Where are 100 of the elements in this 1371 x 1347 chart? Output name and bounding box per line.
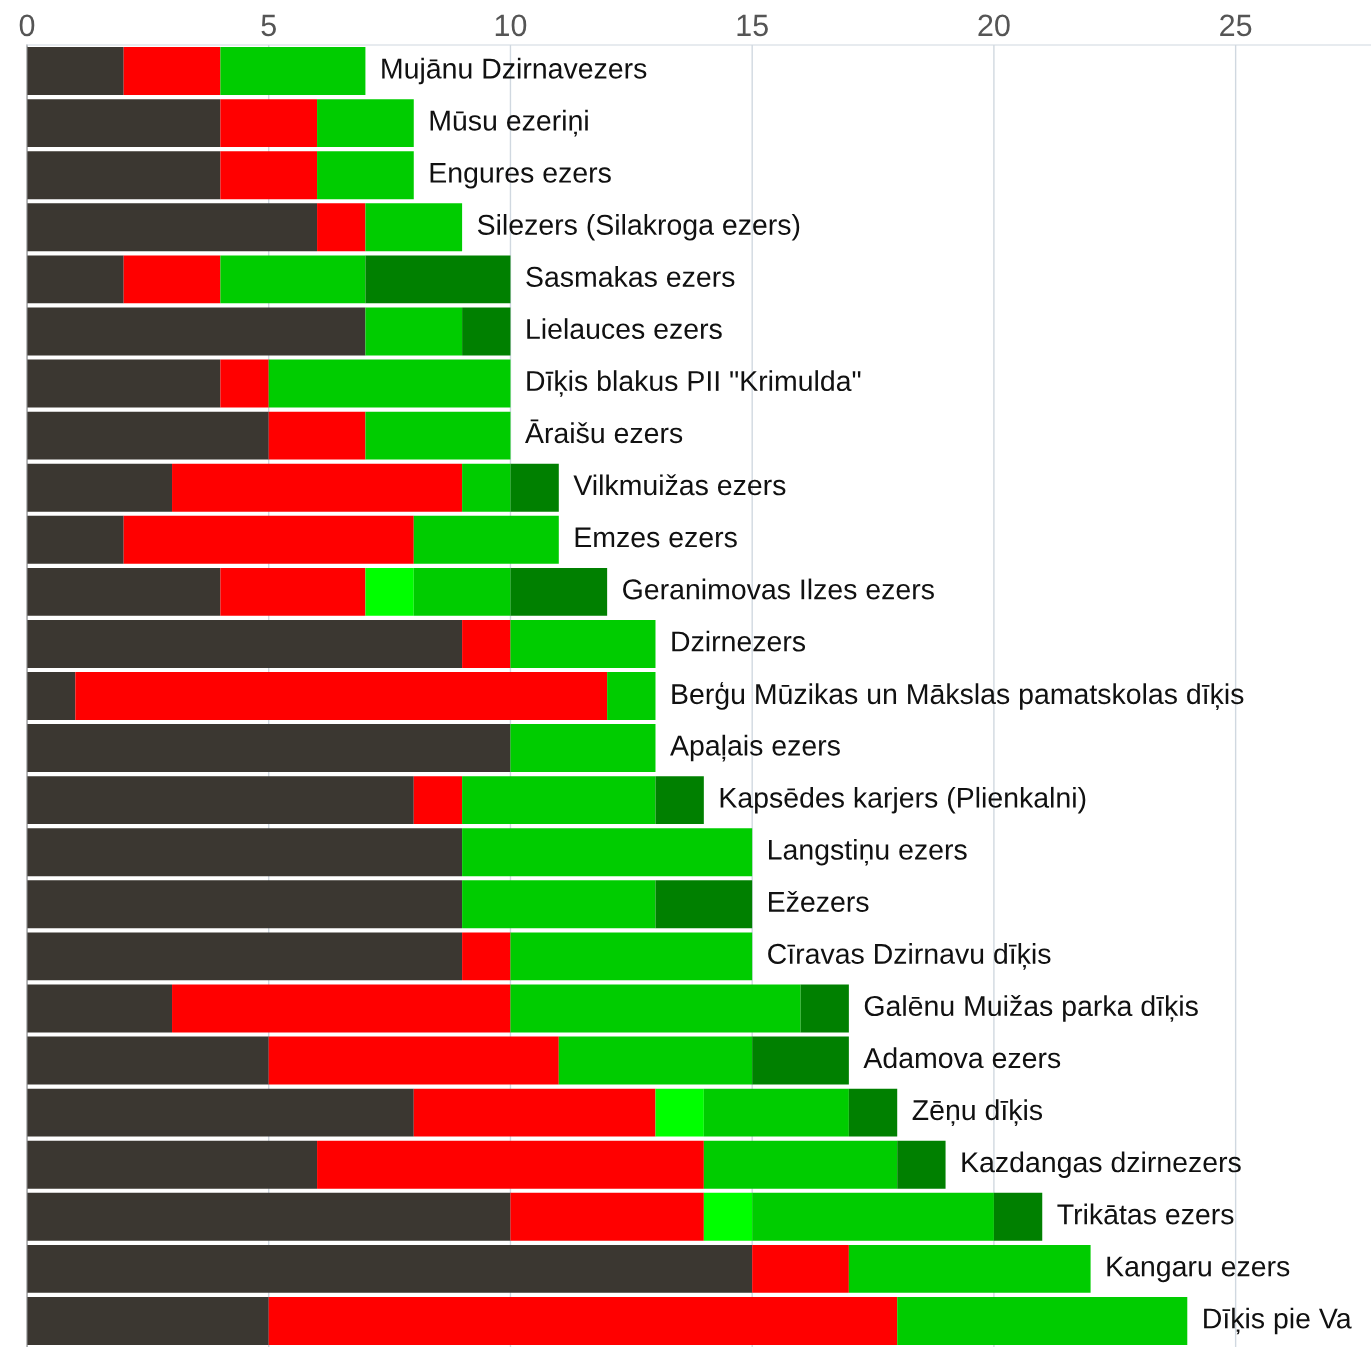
y-tick-label: Lielauces ezers bbox=[527, 318, 722, 340]
x-tick-label: 5 bbox=[261, 14, 276, 37]
bar bbox=[462, 619, 511, 668]
bar bbox=[123, 515, 414, 564]
y-tick-label: Engures ezers bbox=[430, 162, 611, 189]
bar bbox=[413, 515, 559, 564]
bar bbox=[27, 1244, 753, 1293]
y-tick-label: Mujānu Dzirnavezers bbox=[382, 57, 647, 85]
bar bbox=[27, 151, 221, 200]
bar bbox=[413, 776, 463, 825]
bar bbox=[27, 880, 463, 929]
bar bbox=[413, 567, 511, 616]
bar bbox=[220, 47, 366, 95]
y-tick-label: Silezers (Silakroga ezers) bbox=[477, 214, 800, 241]
bar bbox=[413, 1088, 656, 1137]
y-tick-label: Geranimovas Ilzes ezers bbox=[623, 578, 934, 600]
bar bbox=[27, 359, 221, 408]
bar bbox=[268, 411, 366, 460]
y-tick-label: Dīķis blakus PII "Krimulda" bbox=[527, 370, 861, 397]
bar bbox=[27, 932, 463, 981]
y-tick-label: Dzirnezers bbox=[672, 630, 806, 652]
bar bbox=[172, 984, 511, 1033]
bar bbox=[462, 828, 753, 877]
bar bbox=[27, 567, 221, 616]
bar bbox=[317, 151, 414, 200]
bar bbox=[365, 255, 511, 304]
bar bbox=[462, 776, 656, 825]
bar bbox=[27, 47, 124, 95]
bar bbox=[172, 463, 463, 512]
bar bbox=[27, 619, 463, 668]
bar bbox=[510, 932, 753, 981]
bar bbox=[462, 307, 511, 356]
y-tick-label: Ežezers bbox=[769, 890, 869, 912]
bar bbox=[510, 463, 559, 512]
bar bbox=[510, 567, 608, 616]
bar bbox=[27, 1036, 269, 1085]
x-tick-label: 10 bbox=[495, 14, 527, 37]
x-tick-label: 25 bbox=[1220, 14, 1252, 37]
bar bbox=[607, 672, 656, 720]
bar bbox=[27, 203, 318, 252]
bar bbox=[317, 1140, 704, 1189]
y-tick-label: Sasmakas ezers bbox=[526, 266, 735, 287]
bar bbox=[752, 1192, 994, 1241]
bar bbox=[703, 1192, 753, 1241]
bar bbox=[655, 1088, 704, 1137]
bar bbox=[365, 203, 463, 252]
bar bbox=[27, 1297, 269, 1345]
bar bbox=[317, 99, 414, 148]
y-tick-label: Langstiņu ezers bbox=[769, 838, 967, 866]
bar bbox=[703, 1140, 898, 1189]
bar bbox=[220, 359, 269, 408]
bar bbox=[897, 1140, 946, 1189]
bar bbox=[510, 619, 656, 668]
bar bbox=[27, 515, 124, 564]
y-tick-label: Vilkmuižas ezers bbox=[573, 474, 786, 496]
x-tick-label: 20 bbox=[978, 14, 1010, 37]
bar bbox=[510, 1192, 704, 1241]
bar bbox=[27, 724, 511, 773]
y-tick-label: Āraišu ezers bbox=[525, 419, 683, 444]
y-tick-label: Adamova ezers bbox=[863, 1047, 1061, 1069]
y-tick-label: Galēnu Muižas parka dīķis bbox=[864, 995, 1198, 1022]
bar bbox=[75, 672, 608, 720]
y-tick-label: Kazdangas dzirnezers bbox=[962, 1151, 1241, 1178]
bar bbox=[268, 359, 511, 408]
bar bbox=[365, 307, 463, 356]
bar bbox=[317, 203, 366, 252]
bar bbox=[462, 463, 511, 512]
y-tick-label: Kangaru ezers bbox=[1107, 1256, 1290, 1283]
bar bbox=[462, 880, 656, 929]
y-tick-label: Berģu Mūzikas un Mākslas pamatskolas dīķis bbox=[672, 682, 1244, 710]
y-tick-label: Trikātas ezers bbox=[1057, 1203, 1234, 1225]
bar bbox=[848, 1088, 898, 1137]
bar bbox=[27, 776, 414, 825]
bar bbox=[848, 1244, 1091, 1293]
bar bbox=[897, 1297, 1188, 1345]
bar bbox=[27, 1140, 318, 1189]
bar bbox=[27, 411, 269, 460]
bar bbox=[220, 151, 318, 200]
bar bbox=[510, 724, 656, 773]
bar bbox=[27, 672, 76, 720]
y-tick-label: Zēņu dīķis bbox=[912, 1099, 1043, 1126]
bar bbox=[220, 99, 318, 148]
bar bbox=[800, 984, 849, 1033]
bar bbox=[752, 1036, 849, 1085]
bar bbox=[462, 932, 511, 981]
bar bbox=[123, 47, 221, 95]
x-tick-label: 15 bbox=[737, 14, 768, 37]
bar bbox=[510, 984, 801, 1033]
bar bbox=[220, 567, 366, 616]
bar bbox=[703, 1088, 849, 1137]
bar bbox=[268, 1297, 898, 1345]
bar bbox=[27, 255, 124, 304]
bar bbox=[27, 463, 173, 512]
bar bbox=[752, 1244, 849, 1293]
bar bbox=[993, 1192, 1043, 1241]
y-tick-label: Apaļais ezers bbox=[670, 734, 840, 762]
x-tick-label: 0 bbox=[19, 14, 35, 37]
bar bbox=[655, 880, 753, 929]
bar bbox=[123, 255, 221, 304]
bar bbox=[27, 307, 366, 356]
